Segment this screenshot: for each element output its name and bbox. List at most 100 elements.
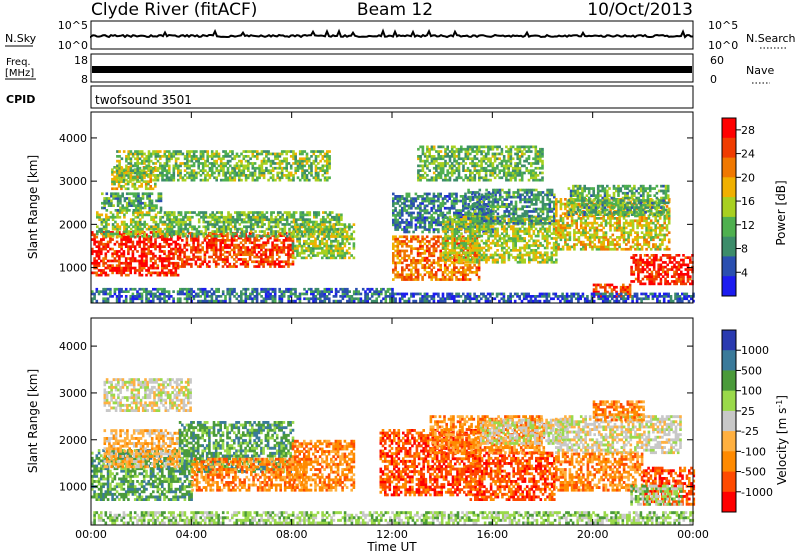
heatmap-cell xyxy=(537,195,540,199)
freq-label: Freq. xyxy=(6,57,31,68)
heatmap-cell xyxy=(359,297,363,301)
heatmap-cell xyxy=(91,290,94,293)
heatmap-cell xyxy=(196,265,200,268)
heatmap-cell xyxy=(111,218,115,221)
heatmap-cell xyxy=(516,230,520,233)
heatmap-cell xyxy=(296,225,299,229)
heatmap-cell xyxy=(421,256,424,260)
heatmap-cell xyxy=(271,262,274,266)
heatmap-cell xyxy=(122,170,125,174)
heatmap-cell xyxy=(473,232,477,235)
heatmap-cell xyxy=(256,234,260,238)
heatmap-cell xyxy=(489,214,493,218)
heatmap-cell xyxy=(516,188,520,192)
heatmap-cell xyxy=(507,258,511,262)
heatmap-cell xyxy=(343,223,347,226)
heatmap-cell xyxy=(161,215,165,219)
heatmap-cell xyxy=(348,299,351,303)
heatmap-cell xyxy=(523,244,526,247)
heatmap-cell xyxy=(102,238,105,241)
heatmap-cell xyxy=(296,247,299,250)
heatmap-cell xyxy=(212,241,216,245)
heatmap-cell xyxy=(168,215,171,219)
heatmap-cell xyxy=(111,271,114,275)
heatmap-cell xyxy=(416,271,420,274)
heatmap-cell xyxy=(469,253,472,257)
heatmap-cell xyxy=(398,261,402,265)
heatmap-cell xyxy=(248,258,252,261)
heatmap-cell xyxy=(416,211,420,215)
heatmap-cell xyxy=(541,234,545,238)
heatmap-cell xyxy=(314,239,317,243)
heatmap-cell xyxy=(309,230,313,234)
heatmap-cell xyxy=(530,219,534,223)
heatmap-cell xyxy=(518,251,522,255)
heatmap-cell xyxy=(541,198,545,201)
heatmap-cell xyxy=(530,210,534,213)
heatmap-cell xyxy=(132,232,135,236)
heatmap-cell xyxy=(258,234,262,238)
heatmap-cell xyxy=(102,247,105,251)
heatmap-cell xyxy=(519,188,522,192)
heatmap-cell xyxy=(471,203,475,206)
heatmap-cell xyxy=(498,222,502,225)
heatmap-cell xyxy=(539,214,543,218)
heatmap-cell xyxy=(401,235,404,239)
heatmap-cell xyxy=(316,292,320,296)
heatmap-cell xyxy=(489,217,493,220)
heatmap-cell xyxy=(261,211,264,214)
heatmap-cell xyxy=(469,232,472,235)
heatmap-cell xyxy=(170,242,173,246)
heatmap-cell xyxy=(432,242,436,246)
heatmap-cell xyxy=(200,211,203,214)
heatmap-cell xyxy=(494,260,497,264)
heatmap-cell xyxy=(559,231,563,234)
heatmap-cell xyxy=(457,271,461,274)
heatmap-cell xyxy=(150,204,154,207)
heatmap-cell xyxy=(140,266,144,270)
heatmap-cell xyxy=(462,278,465,281)
heatmap-cell xyxy=(507,210,511,213)
heatmap-cell xyxy=(507,195,511,199)
heatmap-cell xyxy=(321,230,324,234)
heatmap-cell xyxy=(491,195,494,198)
heatmap-cell xyxy=(136,230,140,233)
heatmap-cell xyxy=(257,246,261,249)
heatmap-cell xyxy=(439,252,442,255)
heatmap-cell xyxy=(491,258,495,262)
heatmap-cell xyxy=(453,246,457,250)
heatmap-cell xyxy=(288,215,291,219)
heatmap-cell xyxy=(410,278,413,281)
heatmap-cell xyxy=(412,211,415,215)
heatmap-cell xyxy=(425,216,429,220)
heatmap-cell xyxy=(262,260,265,264)
heatmap-cell xyxy=(167,297,171,301)
heatmap-cell xyxy=(503,246,506,250)
heatmap-cell xyxy=(179,287,182,291)
heatmap-cell xyxy=(116,234,119,238)
heatmap-cell xyxy=(154,240,157,244)
heatmap-cell xyxy=(410,273,413,277)
heatmap-cell xyxy=(548,222,552,225)
heatmap-cell xyxy=(154,254,157,258)
heatmap-cell xyxy=(139,206,142,210)
heatmap-cell xyxy=(120,175,123,179)
heatmap-cell xyxy=(573,219,576,223)
heatmap-cell xyxy=(327,251,331,255)
heatmap-cell xyxy=(421,202,424,205)
heatmap-cell xyxy=(174,266,178,270)
heatmap-cell xyxy=(111,247,114,251)
heatmap-cell xyxy=(512,214,515,218)
heatmap-cell xyxy=(285,218,289,221)
heatmap-cell xyxy=(532,203,536,206)
heatmap-cell xyxy=(194,295,198,298)
heatmap-cell xyxy=(312,299,315,303)
heatmap-cell xyxy=(150,218,153,221)
heatmap-cell xyxy=(235,246,238,249)
heatmap-cell xyxy=(244,287,248,291)
heatmap-cell xyxy=(291,248,295,252)
heatmap-cell xyxy=(566,221,569,225)
heatmap-cell xyxy=(205,250,209,254)
heatmap-cell xyxy=(451,220,454,224)
heatmap-cell xyxy=(122,252,126,256)
